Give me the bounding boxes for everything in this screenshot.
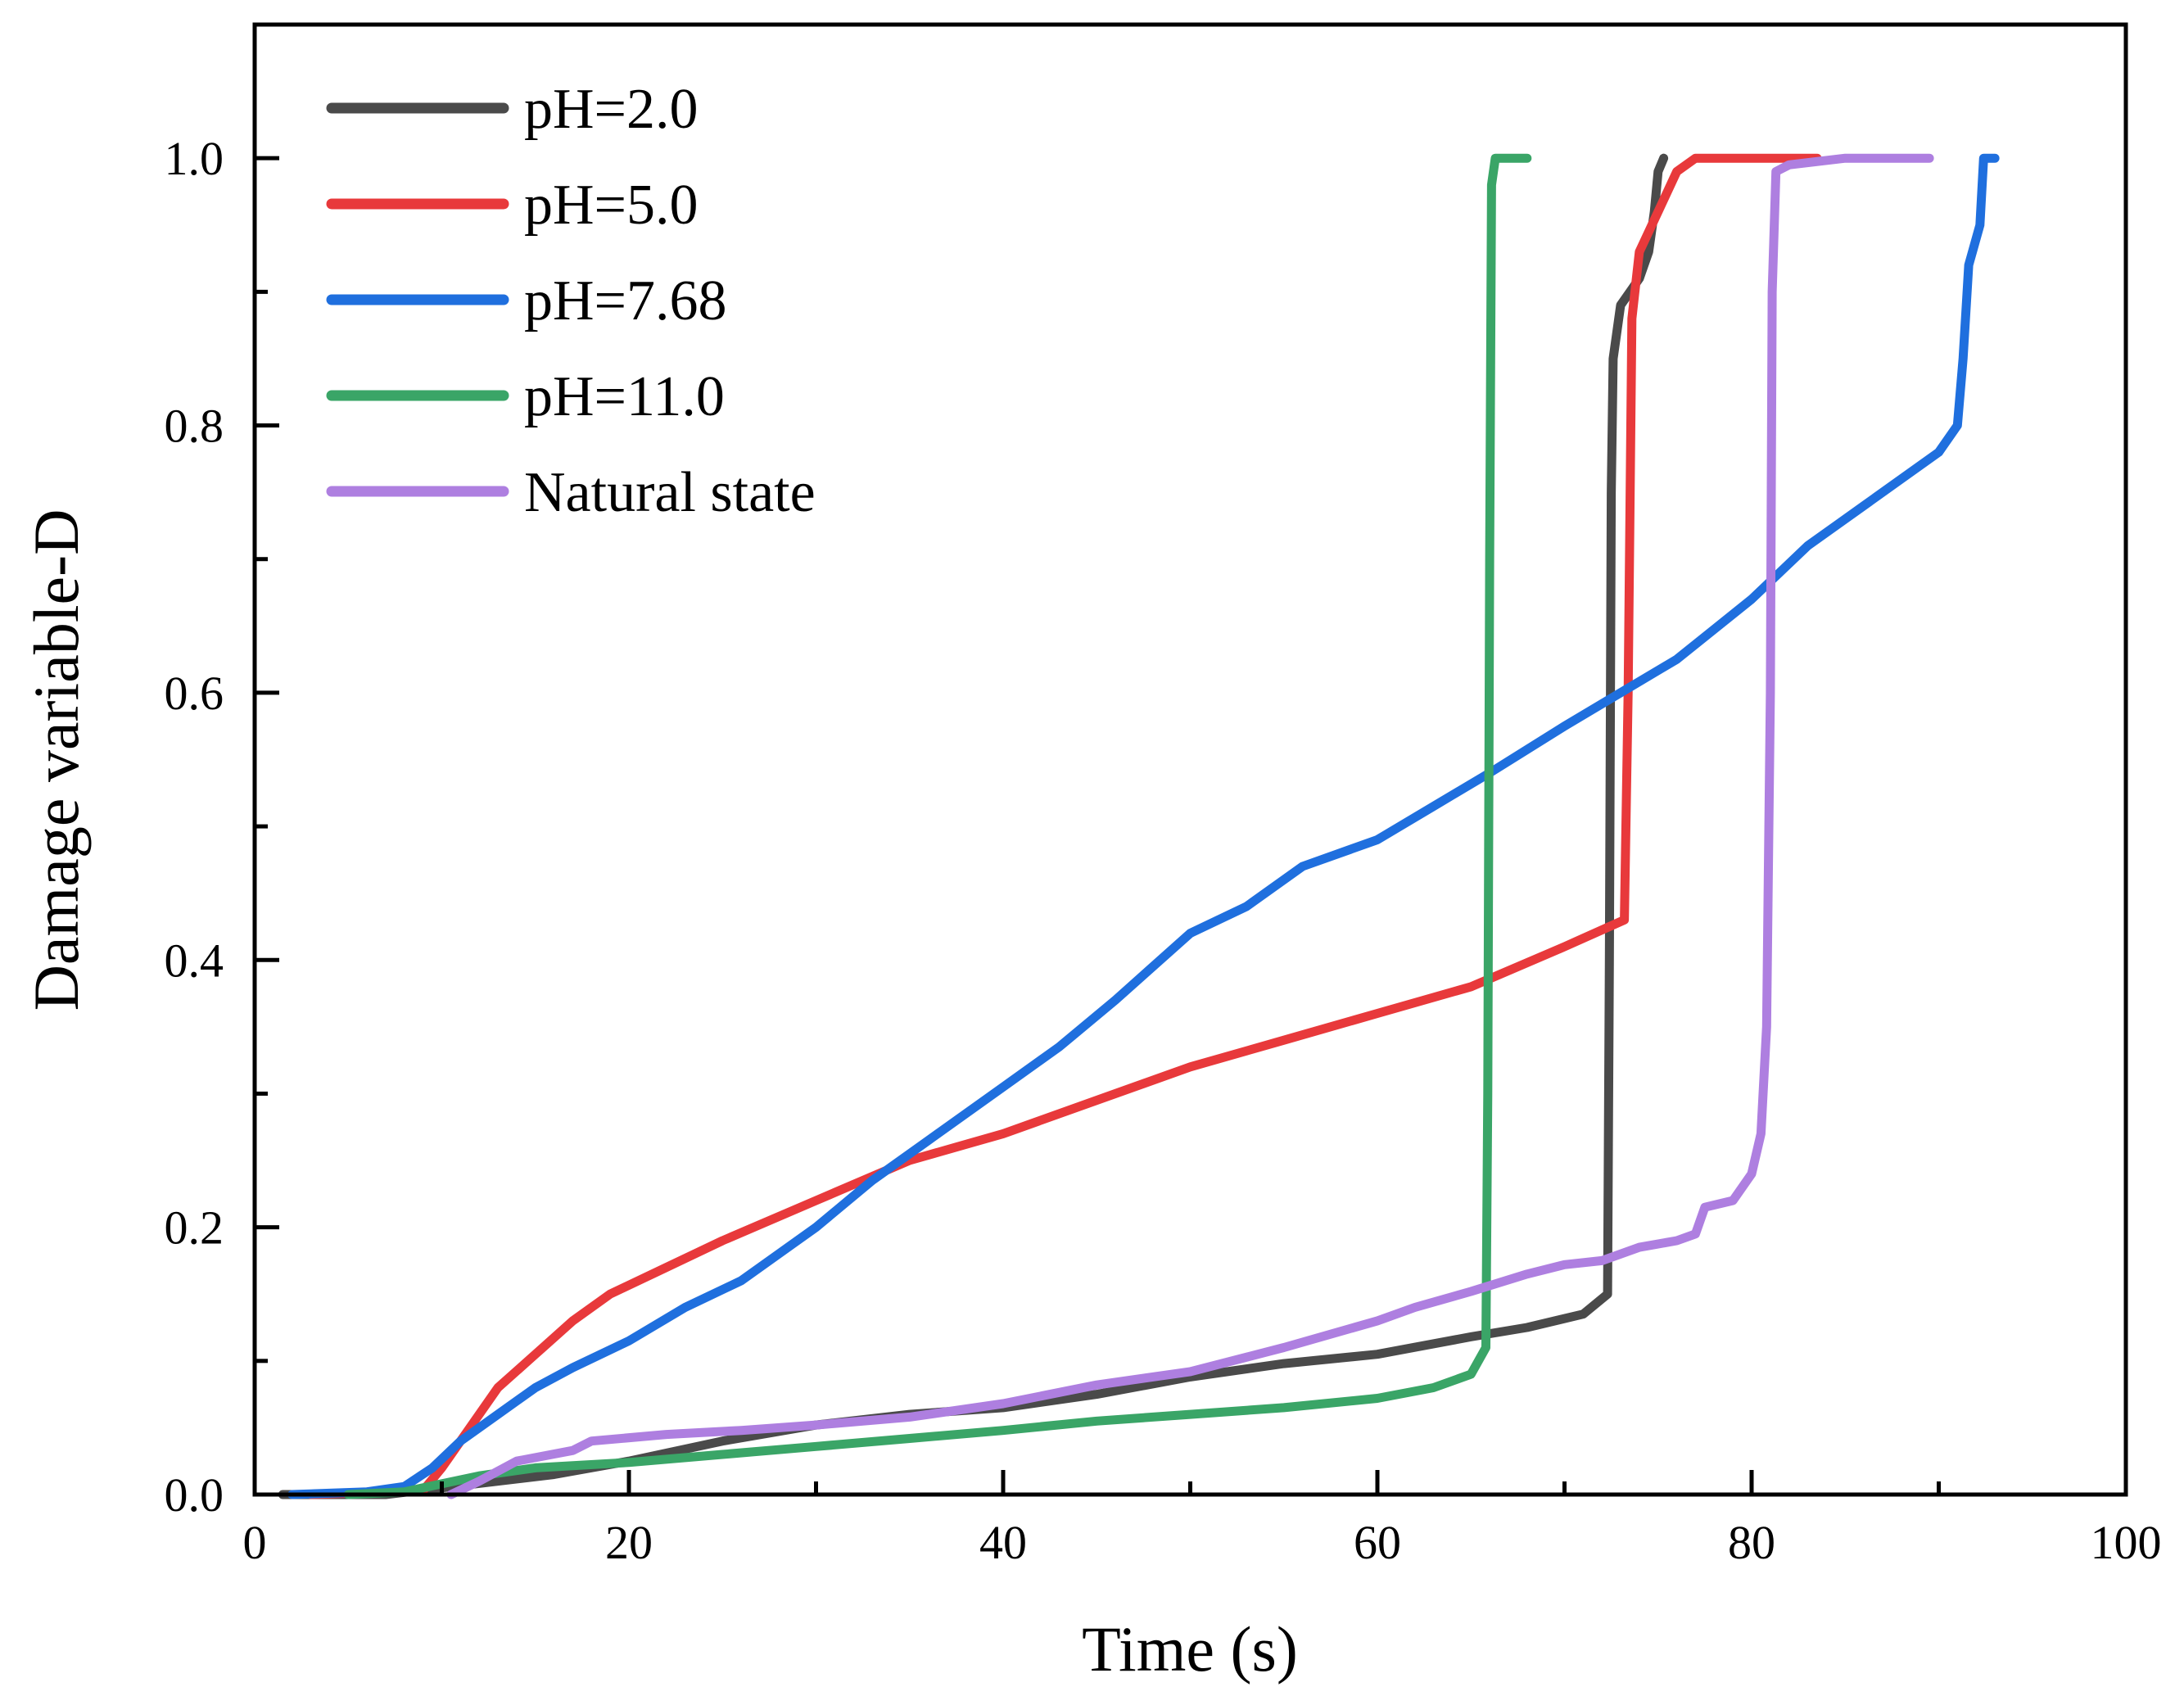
series-line-4 [446, 153, 1934, 1499]
x-tick-label: 40 [979, 1516, 1027, 1569]
y-axis-title: Damage variable-D [20, 509, 92, 1011]
series-line-2 [287, 153, 2000, 1499]
legend-label-0: pH=2.0 [524, 78, 699, 141]
x-tick-label: 100 [2091, 1516, 2162, 1569]
x-tick-label: 60 [1354, 1516, 1401, 1569]
y-tick-label: 0.4 [165, 934, 224, 987]
series-line-3 [343, 153, 1532, 1499]
y-tick-label: 0.6 [165, 667, 224, 720]
y-tick-label: 0.2 [165, 1201, 224, 1255]
series-layer [278, 153, 2000, 1499]
x-tick-label: 20 [605, 1516, 653, 1569]
legend-label-3: pH=11.0 [524, 365, 725, 428]
legend-label-2: pH=7.68 [524, 269, 727, 332]
x-tick-label: 0 [243, 1516, 267, 1569]
legend-label-4: Natural state [524, 461, 816, 524]
y-tick-label: 0.0 [165, 1468, 224, 1522]
y-tick-label: 1.0 [165, 132, 224, 185]
y-tick-label: 0.8 [165, 400, 224, 453]
tick-layer: 0 20 40 60 80 100 0.0 0.2 0.4 0.6 0.8 1.0 [165, 22, 2162, 1569]
series-line-1 [306, 153, 1822, 1499]
legend: pH=2.0 pH=5.0 pH=7.68 pH=11.0 Natural state [326, 78, 816, 524]
x-tick-label: 80 [1728, 1516, 1775, 1569]
legend-label-1: pH=5.0 [524, 174, 699, 237]
x-axis-title: Time (s) [1082, 1613, 1298, 1685]
